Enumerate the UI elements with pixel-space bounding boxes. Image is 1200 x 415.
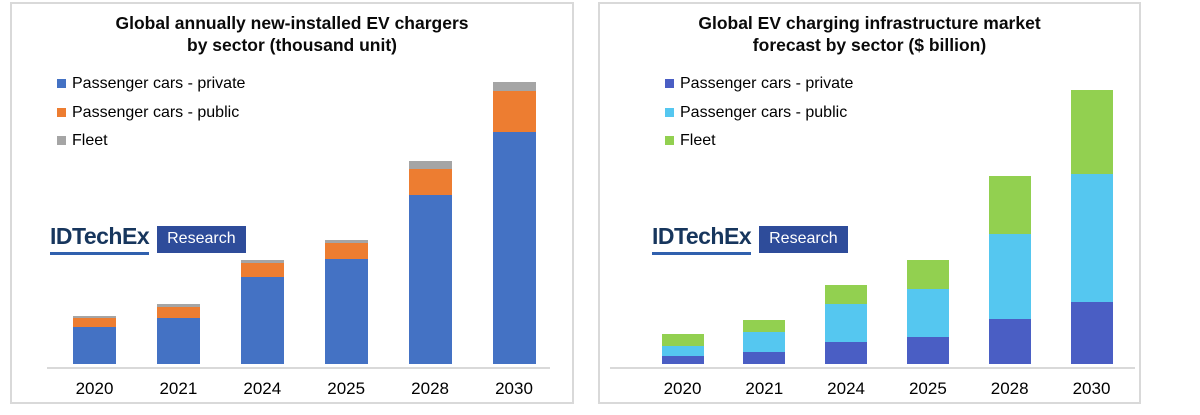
bar-segment — [661, 334, 704, 346]
legend-item: Fleet — [57, 131, 245, 160]
legend-swatch-icon — [57, 107, 66, 117]
bar-segment — [743, 352, 786, 364]
x-axis-label: 2020 — [75, 379, 114, 398]
idtechex-brand-text: IDTechEx — [652, 223, 752, 255]
legend: Passenger cars - private Passenger cars -… — [665, 74, 853, 160]
bar-segment — [988, 234, 1031, 319]
stacked-bar-2020 — [73, 316, 116, 364]
plot-area: 2020 2021 2024 2025 2028 2030 — [12, 4, 572, 402]
bar-segment — [661, 346, 704, 356]
x-axis-label: 2021 — [745, 379, 784, 398]
bar-segment — [73, 318, 116, 327]
stacked-bar-2024 — [240, 260, 284, 364]
bar-segment — [988, 319, 1031, 364]
bar-segment — [825, 342, 868, 364]
stacked-bar-2021 — [156, 304, 200, 364]
x-axis-line — [47, 367, 550, 369]
chart-title-line1: Global EV charging infrastructure market — [698, 13, 1041, 33]
x-axis-label: 2028 — [990, 379, 1029, 398]
bar-segment — [743, 332, 786, 352]
bar-segment — [492, 132, 536, 364]
bar-segment — [492, 82, 536, 91]
legend-item: Passenger cars - public — [57, 103, 245, 132]
chart-card-market-forecast: Global EV charging infrastructure market… — [598, 2, 1141, 404]
x-axis-label: 2021 — [159, 379, 198, 398]
legend-item: Fleet — [665, 131, 853, 160]
stacked-bar-2024 — [825, 285, 868, 364]
chart-title-line2: by sector (thousand unit) — [187, 35, 397, 55]
bar-segment — [240, 260, 284, 263]
x-axis-label: 2020 — [663, 379, 702, 398]
bar-segment — [906, 260, 949, 289]
chart-card-installed-chargers: Global annually new-installed EV charger… — [10, 2, 574, 404]
bar-segment — [825, 304, 868, 342]
bar-segment — [324, 259, 368, 364]
x-axis-label: 2024 — [827, 379, 865, 398]
idtechex-research-badge: Research — [157, 225, 246, 253]
bar-segment — [408, 195, 452, 364]
bar-segment — [1070, 90, 1113, 174]
bar-segment — [324, 243, 368, 259]
bar-segment — [906, 337, 949, 364]
bar-segment — [492, 91, 536, 132]
bar-segment — [73, 327, 116, 364]
idtechex-research-badge: Research — [759, 225, 848, 253]
bar-segment — [156, 318, 200, 364]
bar-segment — [408, 161, 452, 169]
idtechex-logo: IDTechEx Research — [652, 223, 848, 255]
legend-label: Fleet — [680, 132, 716, 149]
stacked-bar-2028 — [988, 176, 1031, 364]
stacked-bar-2021 — [743, 320, 786, 364]
legend-swatch-icon — [57, 136, 66, 145]
bar-segment — [825, 285, 868, 304]
bar-segment — [1070, 174, 1113, 302]
bar-segment — [408, 169, 452, 195]
x-axis-label: 2030 — [1072, 379, 1111, 398]
chart-title-line1: Global annually new-installed EV charger… — [115, 13, 469, 33]
legend-item: Passenger cars - private — [57, 74, 245, 103]
legend-item: Passenger cars - private — [665, 74, 853, 103]
x-axis-label: 2025 — [908, 379, 947, 398]
bar-segment — [1070, 302, 1113, 364]
bar-segment — [240, 277, 284, 364]
legend-label: Passenger cars - private — [680, 75, 854, 92]
bar-segment — [906, 289, 949, 337]
x-axis-label: 2024 — [243, 379, 282, 398]
bar-segment — [324, 240, 368, 243]
legend-swatch-icon — [57, 79, 66, 88]
bar-segment — [156, 307, 200, 318]
bar-segment — [661, 356, 704, 364]
bar-segment — [240, 263, 284, 277]
legend-label: Fleet — [72, 132, 108, 149]
legend-item: Passenger cars - public — [665, 103, 853, 132]
bar-segment — [988, 176, 1031, 234]
x-axis-label: 2030 — [495, 379, 533, 398]
legend: Passenger cars - private Passenger cars -… — [57, 74, 245, 160]
stacked-bar-2028 — [408, 161, 452, 364]
stacked-bar-2030 — [1070, 90, 1113, 364]
legend-label: Passenger cars - public — [680, 103, 848, 121]
x-axis-label: 2028 — [411, 379, 449, 398]
legend-label: Passenger cars - private — [72, 75, 246, 92]
plot-area: 2020 2021 2024 2025 2028 2030 — [600, 4, 1139, 402]
legend-label: Passenger cars - public — [72, 103, 240, 121]
stacked-bar-2030 — [492, 82, 536, 364]
bar-segment — [73, 316, 116, 318]
x-axis-line — [610, 367, 1135, 369]
bar-segment — [743, 320, 786, 332]
legend-swatch-icon — [665, 136, 674, 145]
legend-swatch-icon — [665, 79, 674, 88]
stacked-bar-2025 — [324, 240, 368, 364]
chart-title-line2: forecast by sector ($ billion) — [752, 35, 987, 55]
idtechex-logo: IDTechEx Research — [50, 223, 246, 255]
stacked-bar-2025 — [906, 260, 949, 364]
bar-segment — [156, 304, 200, 307]
legend-swatch-icon — [665, 107, 674, 117]
stacked-bar-2020 — [661, 334, 704, 364]
idtechex-brand-text: IDTechEx — [50, 223, 150, 255]
x-axis-label: 2025 — [327, 379, 366, 398]
